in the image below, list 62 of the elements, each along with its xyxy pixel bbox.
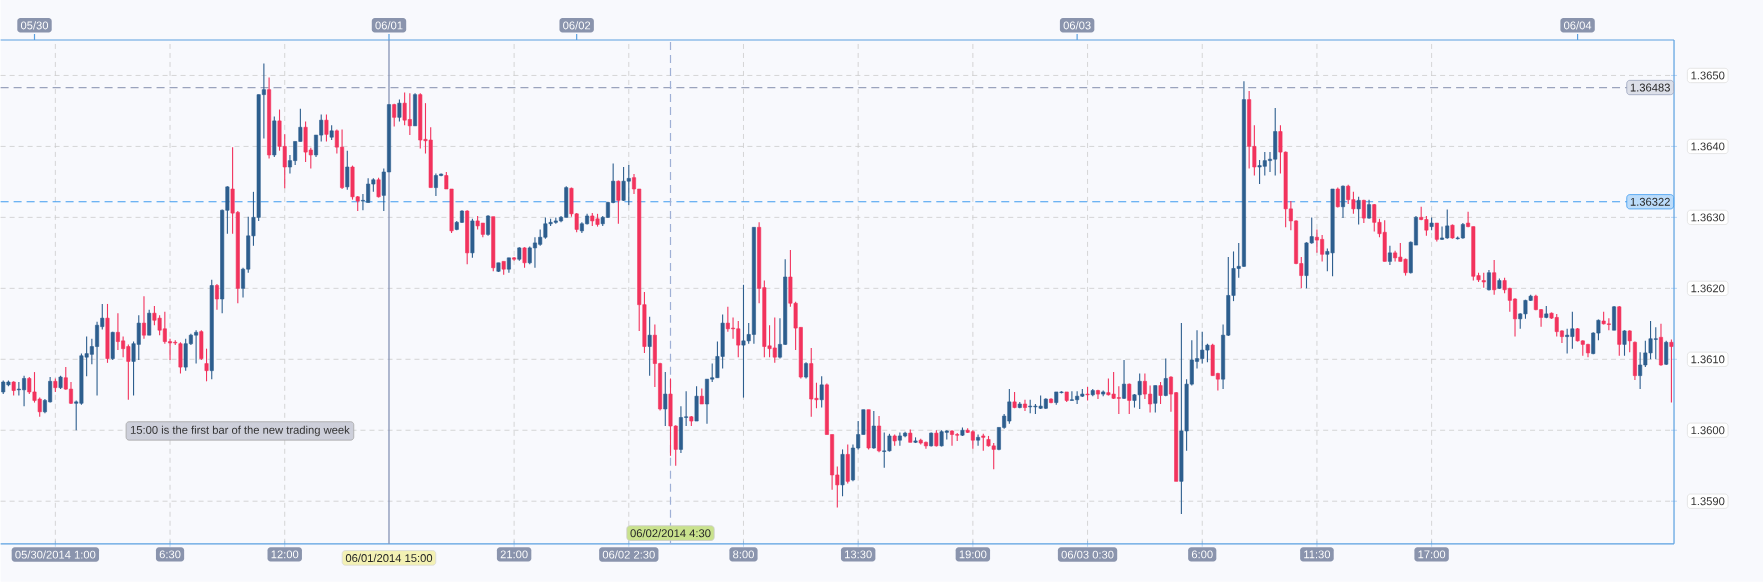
x-tick-label: 6:30 bbox=[159, 550, 181, 559]
candlestick bbox=[647, 316, 652, 377]
candlestick bbox=[147, 309, 152, 336]
text: 05/30 bbox=[20, 21, 49, 30]
candlestick bbox=[1163, 358, 1168, 397]
x-tick-label: 12:00 bbox=[271, 550, 299, 559]
x-tick-label: 19:00 bbox=[959, 550, 987, 559]
candlestick bbox=[663, 371, 668, 427]
candlestick bbox=[1153, 385, 1158, 414]
candlestick bbox=[397, 99, 402, 123]
candlestick bbox=[1627, 329, 1632, 353]
y-tick-label: 1.3590 bbox=[1691, 497, 1725, 506]
text: 06/03 bbox=[1063, 21, 1091, 30]
candlestick bbox=[324, 114, 329, 143]
candlestick bbox=[616, 180, 621, 225]
ref-line-label: 1.36322 bbox=[1630, 197, 1670, 206]
y-tick-label: 1.3640 bbox=[1691, 142, 1725, 151]
y-tick-label: 1.3610 bbox=[1691, 355, 1725, 364]
candlestick bbox=[345, 150, 350, 191]
candlestick bbox=[1622, 329, 1627, 357]
y-tick-label: 1.3620 bbox=[1691, 284, 1725, 293]
candlestick bbox=[1023, 399, 1027, 412]
x-tick-label: 21:00 bbox=[500, 550, 528, 559]
candlestick bbox=[142, 295, 146, 340]
x-tick-label: 6:00 bbox=[1191, 550, 1213, 559]
candlestick bbox=[1367, 199, 1372, 220]
annotation: 15:00 is the first bar of the new trading week bbox=[130, 425, 350, 437]
x-tick-label: 06/03 0:30 bbox=[1061, 550, 1114, 559]
x-tick-label: 06/02 2:30 bbox=[602, 550, 655, 559]
candlestick bbox=[1664, 340, 1669, 366]
x-tick-label: 11:30 bbox=[1304, 550, 1331, 559]
candlestick bbox=[1612, 305, 1617, 331]
text: 06/01 bbox=[375, 21, 403, 30]
candlestick bbox=[486, 214, 491, 237]
candlestick bbox=[871, 410, 876, 450]
candlestick bbox=[522, 246, 527, 269]
candlestick bbox=[1387, 245, 1392, 266]
candlestick bbox=[1492, 259, 1497, 296]
x-tick-label: 06/01/2014 15:00 bbox=[345, 553, 433, 563]
candlestick bbox=[976, 434, 981, 447]
candlestick bbox=[1669, 338, 1674, 404]
x-tick-label: 06/02/2014 4:30 bbox=[630, 529, 711, 538]
y-tick-label: 1.3650 bbox=[1691, 71, 1725, 80]
candlestick bbox=[1127, 382, 1132, 415]
candlestick bbox=[1434, 222, 1439, 243]
candlestick bbox=[214, 283, 219, 311]
candlestick bbox=[819, 375, 824, 409]
ref-line-label: 1.36483 bbox=[1630, 83, 1670, 92]
candlestick bbox=[1122, 359, 1127, 400]
candlestick bbox=[204, 348, 209, 382]
x-tick-label: 05/30/2014 1:00 bbox=[15, 550, 96, 559]
candlestick bbox=[376, 177, 381, 199]
candlestick bbox=[1356, 196, 1361, 226]
candlestick bbox=[1341, 185, 1345, 219]
y-tick-label: 1.3630 bbox=[1691, 213, 1725, 222]
y-tick-label: 1.3600 bbox=[1691, 426, 1725, 435]
text: 06/02 bbox=[563, 21, 591, 30]
text: 06/04 bbox=[1564, 21, 1592, 30]
x-tick-label: 17:00 bbox=[1418, 550, 1446, 559]
x-tick-label: 13:30 bbox=[845, 550, 872, 559]
candlestick bbox=[1158, 381, 1163, 405]
x-tick-label: 8:00 bbox=[733, 550, 754, 559]
